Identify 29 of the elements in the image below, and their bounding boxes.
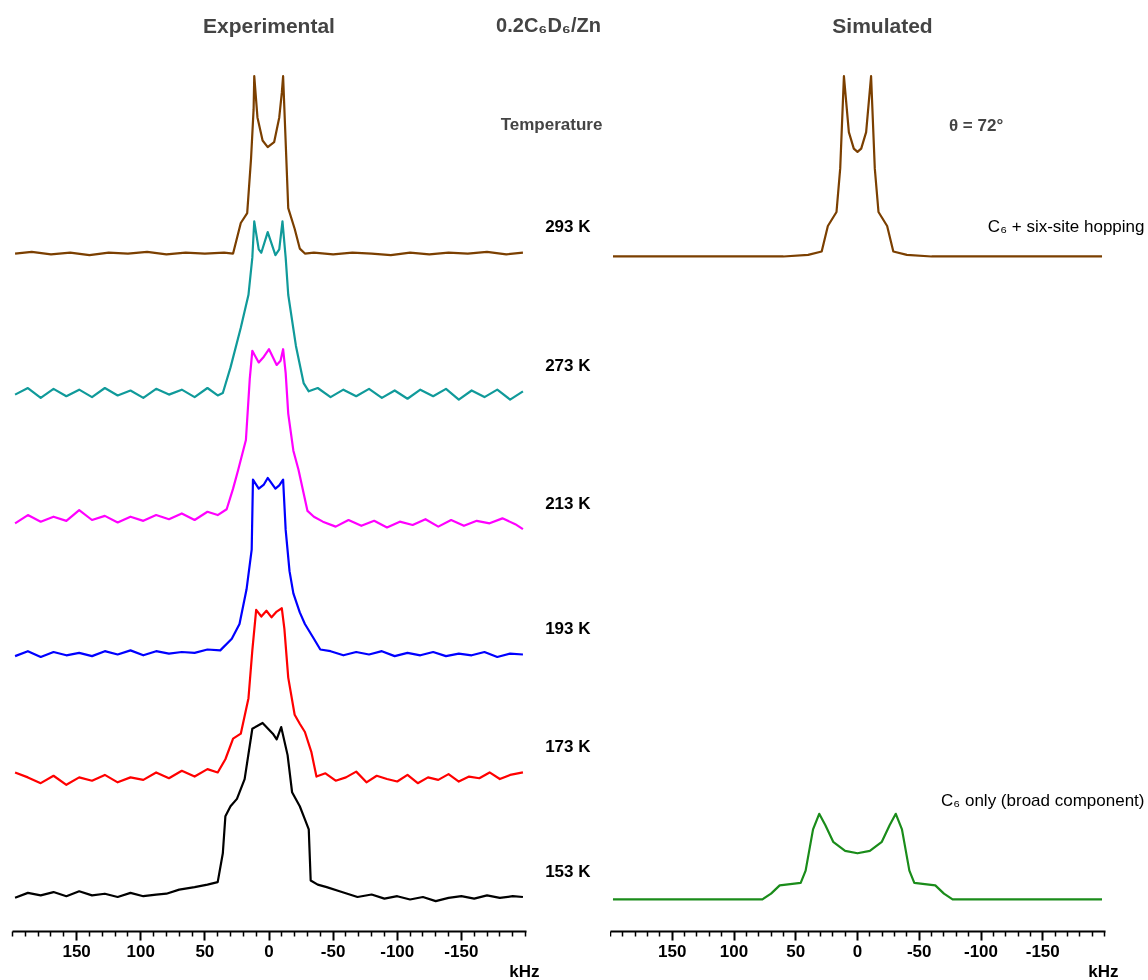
x-tick-label: -50 (320, 941, 346, 961)
series-label: 173 K (545, 736, 592, 756)
x-tick-label: 0 (852, 941, 863, 961)
x-tick-label: -100 (380, 941, 415, 961)
x-tick-label: -50 (906, 941, 932, 961)
x-tick-label: 150 (658, 941, 687, 961)
x-tick-label: -150 (1025, 941, 1060, 961)
series-label: 153 K (545, 861, 592, 881)
series-label: 213 K (545, 493, 592, 513)
x-tick-label: 50 (195, 941, 215, 961)
x-tick-label: -150 (444, 941, 479, 961)
series-label: 293 K (545, 217, 592, 237)
chart-title: Simulated (832, 13, 933, 37)
series-label: 193 K (545, 618, 592, 638)
x-tick-label: 150 (62, 941, 91, 961)
x-tick-label: 100 (719, 941, 749, 961)
text: C₆ only (broad component) (941, 791, 1145, 811)
text: 0.2C₆D₆/Zn (496, 14, 601, 37)
x-tick-label: 0 (264, 941, 274, 961)
x-tick-label: 100 (126, 941, 155, 961)
x-axis-title: kHz (509, 961, 540, 980)
annotation: Temperature (500, 115, 603, 135)
x-axis-title: kHz (1088, 961, 1119, 980)
series-label: C₆ + six-site hopping (987, 216, 1145, 236)
chart-title: Experimental (203, 13, 335, 37)
x-tick-label: 50 (786, 941, 806, 961)
x-tick-label: -100 (963, 941, 999, 961)
annotation: θ = 72° (948, 116, 1004, 136)
series-label: 273 K (545, 355, 592, 375)
